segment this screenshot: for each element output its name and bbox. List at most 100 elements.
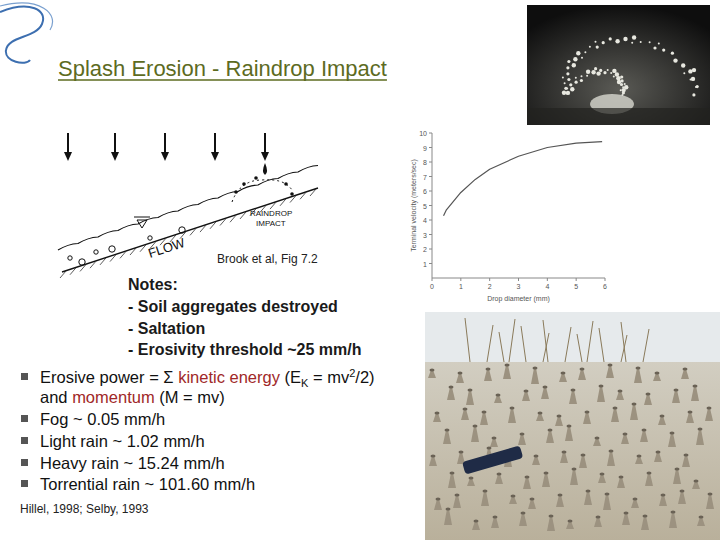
photo-grass — [499, 332, 504, 362]
y-tick — [429, 191, 432, 192]
photo-pebble — [660, 415, 665, 418]
photo-droplet — [673, 58, 677, 62]
x-tick — [432, 278, 433, 281]
photo-pebble — [562, 451, 567, 454]
photo-pebble — [458, 372, 463, 375]
photo-droplet — [681, 63, 685, 67]
photo-droplet — [566, 66, 569, 69]
photo-droplet — [683, 72, 685, 74]
photo-droplet — [612, 69, 616, 73]
photo-pedestal — [508, 408, 516, 423]
ground-hatch — [230, 215, 236, 222]
rain-arrowhead — [111, 152, 119, 161]
photo-pebble — [646, 393, 651, 396]
photo-grass — [543, 320, 548, 362]
photo-pebble — [655, 372, 660, 375]
photo-pebble — [568, 520, 573, 523]
soil-particle — [179, 227, 185, 233]
bullet-run: Heavy rain ~ 15.24 mm/h — [40, 454, 225, 472]
bullet-run: and — [40, 388, 72, 406]
soil-particle — [148, 236, 152, 240]
photo-grass — [465, 318, 470, 362]
photo-pebble — [435, 412, 440, 415]
photo-pebble — [538, 412, 543, 415]
title-underline — [58, 79, 387, 81]
diagram-label: RAINDROP — [250, 209, 292, 218]
photo-droplet — [691, 77, 695, 81]
photo-pebble — [632, 403, 637, 406]
decor-swirl — [0, 7, 43, 63]
raindrop — [263, 163, 267, 175]
photo-droplet — [615, 39, 619, 43]
splash-drop — [234, 190, 238, 194]
photo-pedestal — [523, 477, 531, 489]
x-tick-label: 3 — [517, 283, 521, 290]
photo-droplet — [567, 60, 570, 63]
photo-pedestal — [448, 473, 456, 488]
photo-droplet — [632, 35, 636, 39]
ground-hatch — [110, 255, 116, 262]
photo-pebble — [595, 437, 600, 440]
photo-droplet — [576, 51, 580, 55]
photo-pebble — [605, 493, 610, 496]
photo-pebble — [520, 433, 525, 436]
bullet-marker — [21, 415, 28, 422]
photo-pebble — [642, 429, 647, 432]
photo-pebble — [571, 389, 576, 392]
y-tick-label: 4 — [423, 217, 427, 224]
splash-drop — [284, 182, 288, 186]
y-tick-label: 6 — [423, 188, 427, 195]
bullet-run: kinetic energy — [178, 368, 281, 386]
photo-droplet — [562, 91, 566, 95]
chart: 123456789100123456Drop diameter (mm)Term… — [410, 130, 607, 303]
photo-water — [425, 312, 720, 362]
photo-pebble — [524, 390, 529, 393]
photo-pedestal — [547, 516, 555, 531]
bullet-run: (M = mv) — [155, 388, 225, 406]
photo-pedestal — [607, 451, 615, 466]
photo-pebble — [482, 411, 487, 414]
photo-pedestal — [611, 408, 619, 422]
y-tick-label: 2 — [423, 246, 427, 253]
soil-particle — [68, 256, 72, 260]
y-tick-label: 1 — [423, 261, 427, 268]
soil-particle — [79, 259, 85, 265]
photo-pedestal — [447, 387, 455, 400]
rain-arrowhead — [261, 152, 269, 161]
photo-pebble — [543, 386, 548, 389]
photo-pedestal — [682, 455, 690, 467]
photo-droplet — [671, 52, 674, 55]
photo-pebble — [619, 476, 624, 479]
photo-droplet — [692, 93, 695, 96]
photo-pebble — [572, 468, 577, 471]
photo-pedestal — [434, 499, 442, 510]
photo-pedestal — [640, 430, 648, 442]
decor-swirl — [0, 3, 53, 30]
y-tick — [429, 176, 432, 177]
photo-pebble — [671, 511, 676, 514]
photo-grass — [487, 325, 493, 362]
bullet-run: momentum — [72, 388, 155, 406]
photo-pebble — [599, 385, 604, 388]
photo-grass — [643, 329, 649, 362]
x-tick-label: 0 — [430, 283, 434, 290]
photo-pebble — [684, 454, 689, 457]
water-level-marker — [134, 217, 150, 218]
photo-pebble — [557, 415, 562, 418]
photo-droplet — [640, 41, 642, 43]
photo-droplet — [692, 68, 696, 72]
photo-droplet — [624, 83, 626, 85]
photo-pebble — [698, 428, 703, 431]
photo-pebble — [608, 364, 613, 367]
ground-hatch — [60, 271, 66, 278]
photo-pedestal — [565, 426, 573, 441]
photo-pebble — [483, 490, 488, 493]
bullet-run: = mv — [308, 368, 350, 386]
y-tick — [429, 249, 432, 250]
photo-grass — [565, 327, 571, 362]
ground-hatch — [200, 225, 206, 232]
photo-pedestal — [519, 513, 527, 526]
photo-pedestal — [583, 412, 591, 424]
photo-pebble — [459, 451, 464, 454]
bullet-text: Torrential rain ~ 101.60 mm/h — [40, 475, 255, 493]
